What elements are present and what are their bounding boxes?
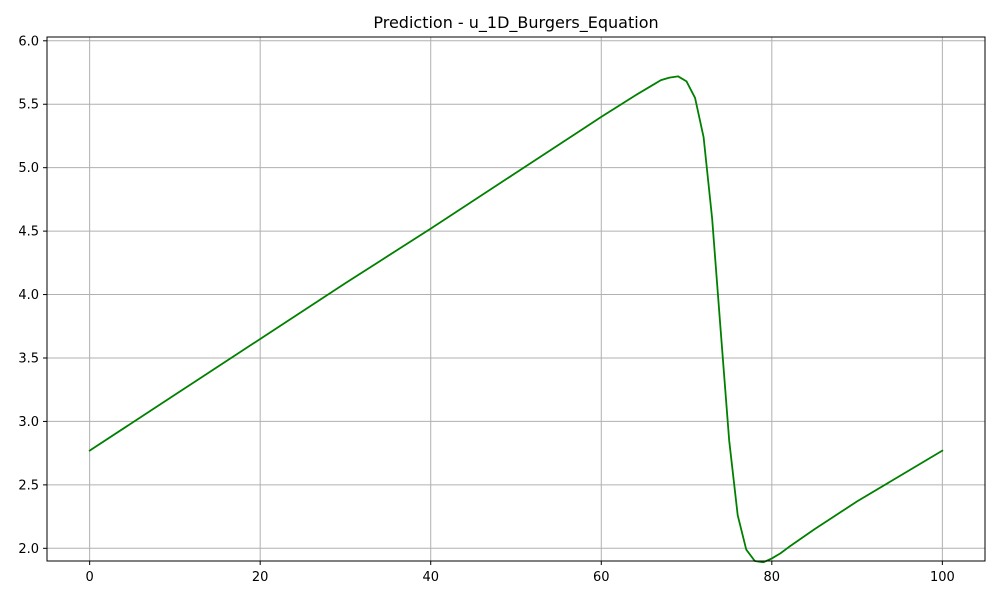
plot-frame bbox=[46, 36, 986, 562]
x-axis: 0 20 40 60 80 100 bbox=[85, 561, 955, 585]
prediction-line bbox=[88, 75, 944, 564]
x-tick-label: 100 bbox=[930, 570, 955, 585]
y-tick-label: 3.5 bbox=[18, 351, 39, 366]
y-tick-label: 5.0 bbox=[18, 161, 39, 176]
y-tick-label: 4.5 bbox=[18, 225, 39, 240]
x-tick-label: 20 bbox=[252, 570, 269, 585]
y-tick-label: 5.5 bbox=[18, 98, 39, 113]
y-tick-label: 2.5 bbox=[18, 478, 39, 493]
x-tick-label: 40 bbox=[422, 570, 439, 585]
y-tick-label: 2.0 bbox=[18, 542, 39, 557]
y-tick-label: 6.0 bbox=[18, 34, 39, 49]
x-tick-label: 0 bbox=[85, 570, 93, 585]
x-tick-label: 60 bbox=[593, 570, 610, 585]
grid-lines bbox=[47, 37, 985, 561]
y-tick-label: 4.0 bbox=[18, 288, 39, 303]
y-tick-label: 3.0 bbox=[18, 415, 39, 430]
chart-title: Prediction - u_1D_Burgers_Equation bbox=[373, 13, 658, 33]
x-tick-label: 80 bbox=[764, 570, 781, 585]
series-layer bbox=[88, 75, 944, 564]
y-axis: 2.0 2.5 3.0 3.5 4.0 4.5 5.0 5.5 6.0 bbox=[18, 34, 47, 557]
